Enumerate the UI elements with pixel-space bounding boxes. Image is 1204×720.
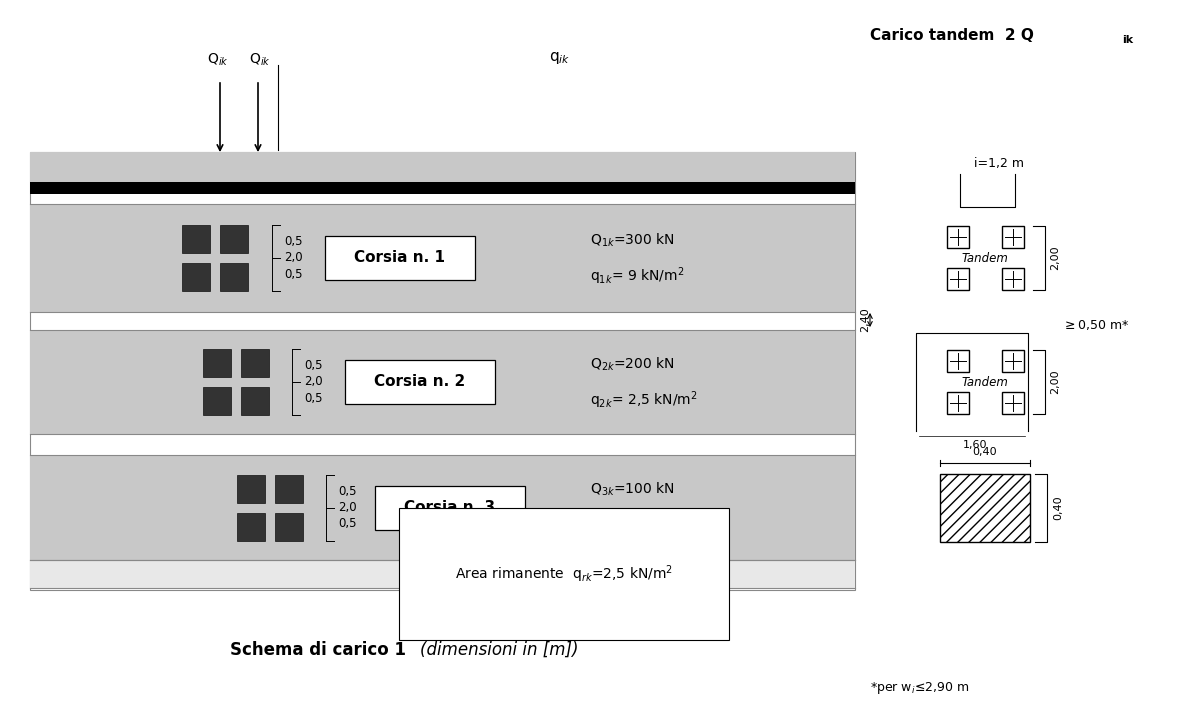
Text: 2,0: 2,0	[303, 376, 323, 389]
FancyBboxPatch shape	[374, 485, 525, 529]
Text: 2,00: 2,00	[1051, 369, 1061, 395]
Bar	[30, 455, 855, 560]
Bar	[940, 474, 1029, 541]
Text: Schema di carico 1: Schema di carico 1	[230, 641, 412, 659]
Text: 0,5: 0,5	[338, 485, 356, 498]
Bar	[241, 349, 268, 377]
Bar	[182, 263, 209, 291]
Bar	[220, 263, 248, 291]
Text: 2,0: 2,0	[338, 501, 356, 514]
Text: Q$_{ik}$: Q$_{ik}$	[207, 52, 229, 68]
Text: 2,0: 2,0	[284, 251, 302, 264]
Bar	[30, 330, 855, 434]
Text: Area rimanente  q$_{rk}$=2,5 kN/m$^{2}$: Area rimanente q$_{rk}$=2,5 kN/m$^{2}$	[455, 563, 673, 585]
Text: q$_{1k}$= 9 kN/m$^{2}$: q$_{1k}$= 9 kN/m$^{2}$	[590, 265, 684, 287]
Text: 0,40: 0,40	[973, 446, 997, 456]
Text: q$_{ik}$: q$_{ik}$	[549, 50, 571, 66]
Bar	[30, 152, 855, 182]
Bar	[946, 268, 968, 290]
FancyBboxPatch shape	[325, 236, 476, 280]
Bar	[275, 513, 303, 541]
Bar	[203, 387, 231, 415]
Text: 0,5: 0,5	[303, 359, 323, 372]
Text: 1,60: 1,60	[963, 440, 987, 450]
Text: 2,00: 2,00	[1051, 246, 1061, 270]
Bar	[237, 513, 265, 541]
Bar	[241, 387, 268, 415]
Text: (dimensioni in [m]): (dimensioni in [m])	[420, 641, 578, 659]
Text: Corsia n. 2: Corsia n. 2	[374, 374, 466, 390]
Bar	[946, 226, 968, 248]
Bar	[30, 204, 855, 312]
Bar	[237, 474, 265, 503]
FancyBboxPatch shape	[346, 360, 495, 404]
Bar	[1002, 392, 1023, 414]
Text: Q$_{2k}$=200 kN: Q$_{2k}$=200 kN	[590, 355, 674, 373]
Bar	[275, 474, 303, 503]
Text: 0,5: 0,5	[284, 235, 302, 248]
Text: Corsia n. 1: Corsia n. 1	[354, 251, 445, 266]
Bar	[946, 350, 968, 372]
Bar	[182, 225, 209, 253]
Text: 2,40: 2,40	[860, 307, 870, 333]
Text: 0,40: 0,40	[1054, 495, 1063, 520]
Bar	[1002, 226, 1023, 248]
Bar	[1002, 350, 1023, 372]
Bar	[203, 349, 231, 377]
Text: Tandem: Tandem	[962, 251, 1009, 264]
Bar	[220, 225, 248, 253]
Text: 0,5: 0,5	[284, 268, 302, 281]
Text: q$_{2k}$= 2,5 kN/m$^{2}$: q$_{2k}$= 2,5 kN/m$^{2}$	[590, 390, 697, 411]
Text: Tandem: Tandem	[962, 376, 1009, 389]
Text: q$_{3k}$= 2,5 kN/m$^{2}$: q$_{3k}$= 2,5 kN/m$^{2}$	[590, 515, 697, 536]
Text: Corsia n. 3: Corsia n. 3	[405, 500, 496, 515]
Bar	[30, 152, 855, 590]
Text: Q$_{3k}$=100 kN: Q$_{3k}$=100 kN	[590, 481, 674, 498]
Text: *per w$_{i}$≤2,90 m: *per w$_{i}$≤2,90 m	[870, 680, 969, 696]
Text: ik: ik	[1122, 35, 1133, 45]
Text: Q$_{1k}$=300 kN: Q$_{1k}$=300 kN	[590, 231, 674, 248]
Text: i=1,2 m: i=1,2 m	[974, 158, 1023, 171]
Bar	[946, 392, 968, 414]
Bar	[30, 182, 855, 194]
Text: Carico tandem  2 Q: Carico tandem 2 Q	[870, 27, 1034, 42]
Text: 0,5: 0,5	[303, 392, 323, 405]
Text: 0,5: 0,5	[338, 518, 356, 531]
Bar	[30, 560, 855, 588]
Text: Q$_{ik}$: Q$_{ik}$	[249, 52, 271, 68]
Text: $\geq$0,50 m*: $\geq$0,50 m*	[1062, 318, 1129, 332]
Bar	[1002, 268, 1023, 290]
